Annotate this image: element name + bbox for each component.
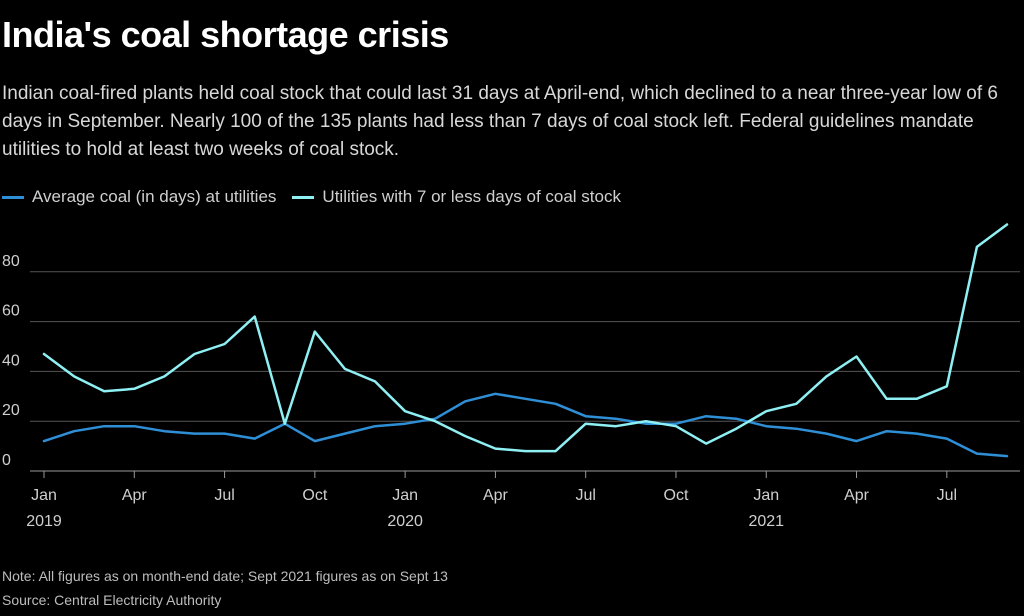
x-tick-label: Jul <box>937 487 957 504</box>
x-tick-label: Jan <box>392 487 418 504</box>
x-tick-label: Oct <box>302 487 327 504</box>
x-tick-label: Jan <box>753 487 779 504</box>
grid-layer <box>30 271 1020 472</box>
chart-source: Source: Central Electricity Authority <box>2 592 222 608</box>
chart-title: India's coal shortage crisis <box>2 14 449 55</box>
y-tick-label: 60 <box>2 303 20 320</box>
legend-label-utilities: Utilities with 7 or less days of coal st… <box>322 187 621 206</box>
y-tick-label: 40 <box>2 352 20 369</box>
x-tick-label: Jul <box>214 487 234 504</box>
x-tick-label: Apr <box>483 487 509 504</box>
chart-subtitle: Indian coal-fired plants held coal stock… <box>2 83 998 160</box>
x-tick-year: 2020 <box>387 513 423 530</box>
legend-item-average: Average coal (in days) at utilities <box>2 187 276 207</box>
series-line-utilities-7-days <box>42 223 1009 453</box>
series-layer <box>42 223 1009 458</box>
legend-swatch-average <box>2 195 24 199</box>
legend-item-utilities: Utilities with 7 or less days of coal st… <box>292 187 621 207</box>
x-tick-label: Jan <box>31 487 57 504</box>
chart-note: Note: All figures as on month-end date; … <box>2 568 448 584</box>
x-tick-label: Apr <box>844 487 870 504</box>
x-tick-year: 2021 <box>748 513 784 530</box>
y-axis: 0 20 40 60 80 <box>2 253 20 469</box>
x-tick-label: Oct <box>664 487 689 504</box>
legend-swatch-utilities <box>292 195 315 199</box>
x-axis: Jan 2019 Apr Jul Oct Jan 2020 Apr Jul Oct Jan 2021 A… <box>26 471 957 530</box>
x-tick-label: Jul <box>575 487 595 504</box>
legend: Average coal (in days) at utilities Util… <box>2 187 637 207</box>
y-tick-label: 80 <box>2 253 20 270</box>
x-tick-year: 2019 <box>26 513 62 530</box>
x-tick-label: Apr <box>122 487 148 504</box>
y-tick-label: 20 <box>2 402 20 419</box>
series-line-average-coal <box>42 392 1009 458</box>
y-tick-label: 0 <box>2 452 11 469</box>
legend-label-average: Average coal (in days) at utilities <box>32 187 277 206</box>
